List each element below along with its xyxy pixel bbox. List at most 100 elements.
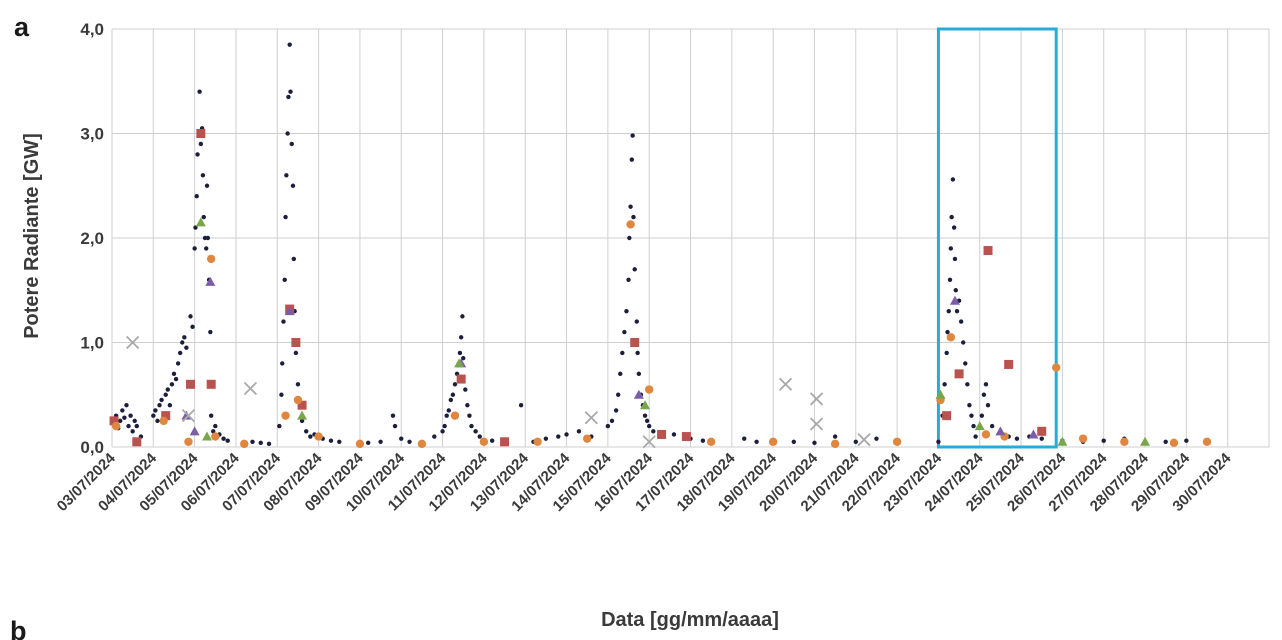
data-point <box>204 246 209 251</box>
data-point <box>874 436 879 441</box>
data-point <box>195 152 200 157</box>
data-point <box>165 387 170 392</box>
data-point <box>644 418 650 424</box>
data-point <box>258 440 263 446</box>
data-point <box>287 42 292 47</box>
data-point <box>627 235 632 241</box>
data-point <box>120 408 125 413</box>
data-point <box>630 338 640 347</box>
data-point <box>651 429 656 434</box>
data-point <box>1140 436 1151 446</box>
data-point <box>284 173 289 178</box>
data-point <box>973 434 978 439</box>
data-point <box>630 133 635 138</box>
data-point <box>450 411 460 420</box>
data-point <box>620 350 625 356</box>
data-point <box>564 432 569 437</box>
data-point <box>457 350 463 356</box>
data-point <box>809 417 824 431</box>
data-point <box>151 413 156 418</box>
data-point <box>204 183 210 188</box>
data-point <box>299 418 305 424</box>
data-point <box>624 308 629 314</box>
data-point <box>946 333 956 342</box>
y-tick-label: 4,0 <box>80 20 104 39</box>
data-point <box>314 432 323 441</box>
data-point <box>949 214 954 220</box>
data-point <box>134 423 139 429</box>
data-point <box>282 277 287 282</box>
data-point <box>195 217 206 227</box>
data-point <box>291 338 301 347</box>
data-point <box>1037 426 1047 436</box>
data-point <box>337 439 342 444</box>
highlight-box <box>936 27 1058 449</box>
data-point <box>289 141 294 147</box>
data-point <box>1057 436 1068 446</box>
data-point <box>644 385 654 394</box>
data-point <box>200 173 206 178</box>
data-point <box>1184 438 1189 443</box>
data-point <box>633 389 644 399</box>
data-point <box>211 432 220 441</box>
data-point <box>935 389 946 399</box>
data-point <box>417 439 427 449</box>
data-point <box>293 395 303 405</box>
data-point <box>942 382 947 387</box>
x-axis-label: Data [gg/mm/aaaa] <box>601 609 779 631</box>
y-tick-label: 0,0 <box>80 438 104 457</box>
data-point <box>126 335 140 350</box>
data-point <box>995 426 1006 436</box>
data-point <box>221 436 226 441</box>
data-point <box>440 429 445 434</box>
data-point <box>193 225 198 230</box>
data-point <box>1028 429 1039 439</box>
data-point <box>448 397 454 403</box>
data-point <box>208 329 213 335</box>
data-point <box>1120 437 1129 446</box>
data-point <box>240 439 249 449</box>
data-point <box>936 439 941 444</box>
data-point <box>967 403 972 408</box>
data-point <box>946 308 951 314</box>
data-point <box>1202 437 1212 446</box>
data-point <box>945 329 950 335</box>
data-point <box>458 335 464 340</box>
data-point <box>628 204 633 209</box>
data-point <box>969 413 974 418</box>
data-point <box>181 410 192 420</box>
data-point <box>981 430 991 439</box>
data-point <box>954 308 960 314</box>
y-tick-labels: 0,0 1,0 2,0 3,0 4,0 <box>80 20 104 457</box>
data-point <box>186 379 196 389</box>
data-point <box>390 413 396 418</box>
data-point <box>157 403 162 408</box>
data-point <box>857 433 871 447</box>
data-point <box>173 376 179 382</box>
data-point <box>985 403 991 408</box>
data-point <box>950 177 956 182</box>
data-point <box>206 379 216 389</box>
data-point <box>983 246 993 256</box>
data-point <box>442 423 447 429</box>
data-point <box>297 410 308 420</box>
data-point <box>626 277 631 282</box>
data-point <box>225 438 230 443</box>
data-point <box>629 157 635 162</box>
data-point <box>161 411 171 421</box>
data-point <box>392 423 398 429</box>
data-point <box>1169 438 1179 448</box>
data-point <box>948 246 954 251</box>
data-point <box>454 358 465 368</box>
data-point <box>971 423 976 429</box>
data-point <box>132 418 137 424</box>
data-point <box>155 418 160 424</box>
data-point <box>463 387 468 392</box>
data-point <box>285 131 290 136</box>
data-point <box>671 432 677 437</box>
data-point <box>291 256 297 262</box>
data-point <box>286 94 291 100</box>
data-point <box>407 439 412 444</box>
data-point <box>605 423 611 429</box>
data-point <box>609 418 615 424</box>
